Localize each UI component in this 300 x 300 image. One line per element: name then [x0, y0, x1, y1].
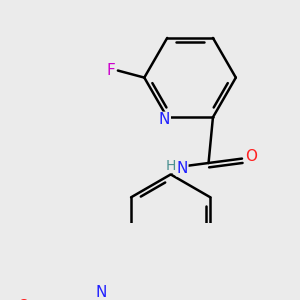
Text: N: N [176, 161, 188, 176]
Text: N: N [159, 112, 170, 128]
Text: O: O [245, 149, 257, 164]
Text: H: H [166, 159, 176, 172]
Text: F: F [106, 63, 115, 78]
Text: N: N [95, 285, 107, 300]
Text: O: O [17, 298, 29, 300]
